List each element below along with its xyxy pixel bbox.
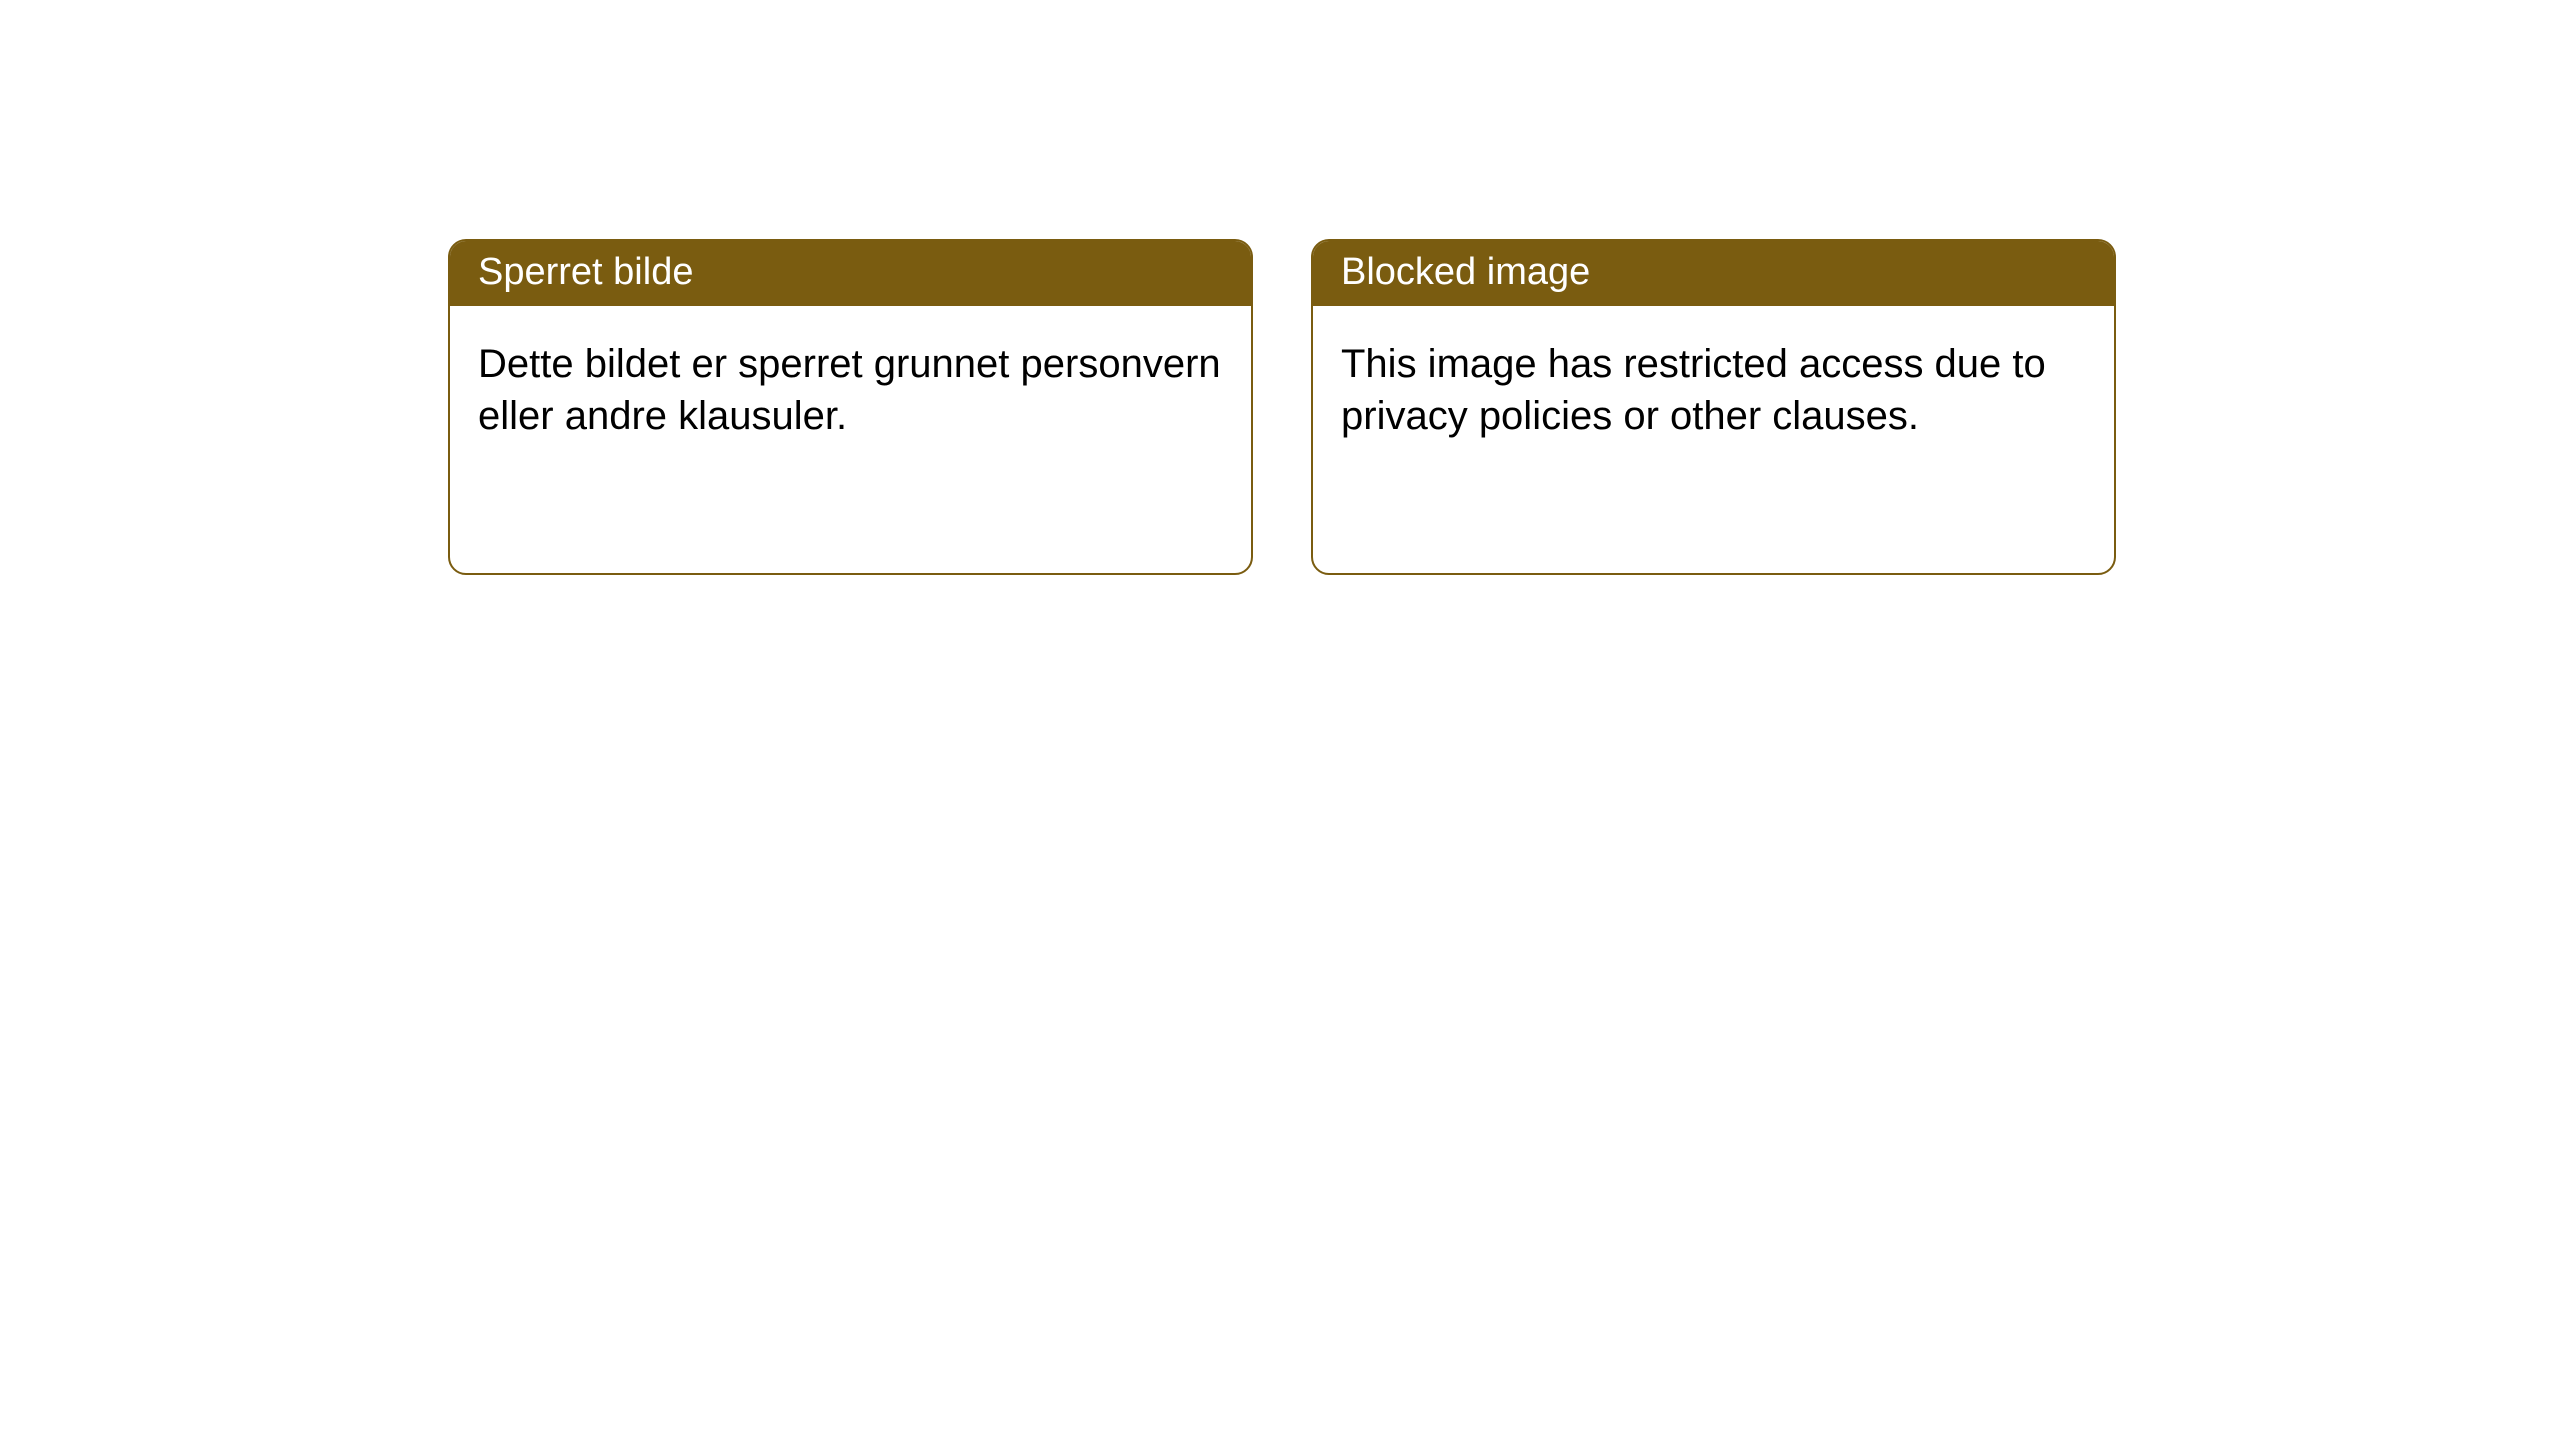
card-title-english: Blocked image xyxy=(1341,251,1590,293)
card-body-english: This image has restricted access due to … xyxy=(1313,306,2114,474)
card-body-norwegian: Dette bildet er sperret grunnet personve… xyxy=(450,306,1251,474)
notice-container: Sperret bilde Dette bildet er sperret gr… xyxy=(448,239,2116,575)
card-header-english: Blocked image xyxy=(1313,241,2114,306)
card-text-norwegian: Dette bildet er sperret grunnet personve… xyxy=(478,342,1221,438)
blocked-image-card-english: Blocked image This image has restricted … xyxy=(1311,239,2116,575)
blocked-image-card-norwegian: Sperret bilde Dette bildet er sperret gr… xyxy=(448,239,1253,575)
card-header-norwegian: Sperret bilde xyxy=(450,241,1251,306)
card-title-norwegian: Sperret bilde xyxy=(478,251,693,293)
card-text-english: This image has restricted access due to … xyxy=(1341,342,2046,438)
